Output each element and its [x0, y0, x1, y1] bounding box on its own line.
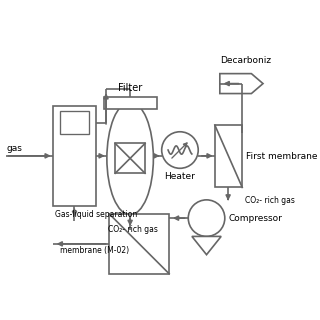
Text: gas: gas [6, 144, 22, 153]
Bar [109, 214, 169, 274]
Text: Gas-liquid separation: Gas-liquid separation [54, 210, 137, 219]
Text: CO₂- rich gas: CO₂- rich gas [108, 225, 157, 234]
Bar [53, 106, 96, 206]
Polygon shape [192, 236, 221, 255]
Text: Compressor: Compressor [229, 214, 283, 223]
Bar [104, 97, 157, 108]
Ellipse shape [107, 102, 153, 215]
Polygon shape [220, 74, 263, 93]
Text: membrane (M-02): membrane (M-02) [60, 245, 129, 254]
Bar [215, 125, 242, 188]
Text: First membrane: First membrane [246, 152, 318, 161]
Bar [60, 111, 89, 134]
Bar [115, 143, 145, 173]
Text: Heater: Heater [164, 172, 196, 181]
Text: Filter: Filter [118, 83, 142, 93]
Text: CO₂- rich gas: CO₂- rich gas [245, 196, 295, 205]
Circle shape [162, 132, 198, 168]
Circle shape [188, 200, 225, 236]
Text: Decarboniz: Decarboniz [220, 56, 271, 65]
